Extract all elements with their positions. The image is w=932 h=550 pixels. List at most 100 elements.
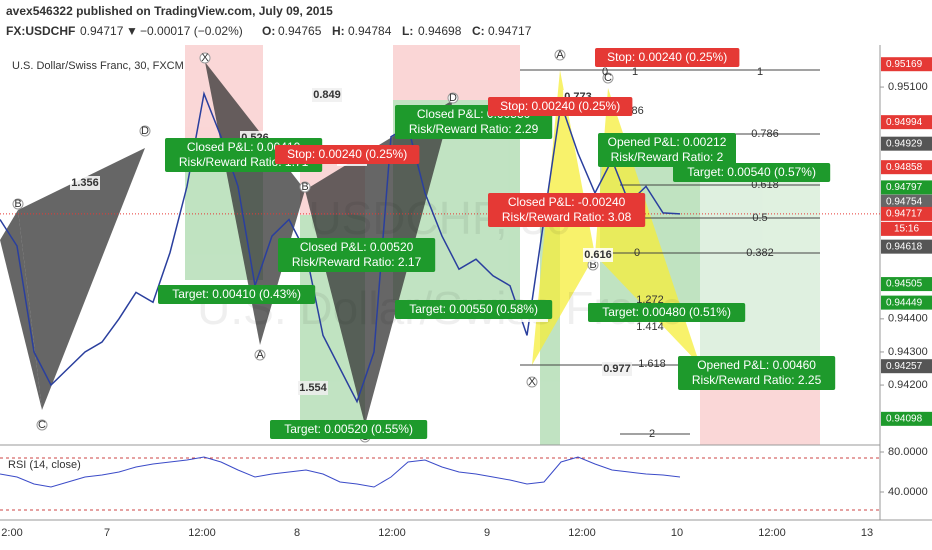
- countdown: 15:16: [894, 224, 919, 235]
- x-tick-label: 12:00: [758, 527, 786, 539]
- price-label-box: [881, 411, 932, 426]
- price-label: 0.94754: [886, 196, 923, 207]
- pattern-label: C: [604, 72, 612, 84]
- pattern-label: B: [589, 259, 596, 271]
- price-label-box: [881, 206, 932, 221]
- ratio-label: 1.356: [71, 177, 99, 189]
- annotation-text: Closed P&L: 0.00520: [300, 240, 414, 254]
- ratio-box: [70, 176, 100, 190]
- pattern-point: [199, 52, 211, 64]
- price-line: [0, 90, 681, 404]
- rsi-line: [0, 456, 681, 488]
- annotation-text: Target: 0.00550 (0.58%): [409, 302, 538, 316]
- price-label: 0.94929: [886, 138, 923, 149]
- x-tick-label: 12:00: [568, 527, 596, 539]
- pattern-point: [36, 419, 48, 431]
- annotation-text: Stop: 0.00240 (0.25%): [500, 99, 620, 113]
- fib-label: 1.618: [638, 358, 666, 370]
- price-label-box: [881, 180, 932, 195]
- y-tick-label: 0.94200: [888, 379, 928, 391]
- annotation-text: Target: 0.00520 (0.55%): [284, 422, 413, 436]
- annotation-box: [678, 356, 836, 390]
- price-label: 0.94717: [886, 209, 923, 220]
- pattern-point: [254, 349, 266, 361]
- annotation-text: Risk/Reward Ratio: 2: [611, 150, 724, 164]
- pattern-label: B: [14, 198, 21, 210]
- pattern-point: [12, 198, 24, 210]
- pattern-point: [554, 49, 566, 61]
- fib-label: 0.5: [752, 212, 767, 224]
- annotation-text: Risk/Reward Ratio: 2.25: [692, 373, 822, 387]
- price-label-box: [881, 359, 932, 374]
- price-label: 0.94098: [886, 413, 923, 424]
- ratio-label: 0.616: [584, 249, 612, 261]
- ratio-box: [298, 381, 328, 395]
- ratio-label: 0.849: [313, 89, 341, 101]
- symbol: FX:USDCHF: [6, 24, 75, 38]
- pattern-point: [139, 125, 151, 137]
- pattern-label: X: [528, 376, 536, 388]
- annotation-text: Stop: 0.00240 (0.25%): [287, 147, 407, 161]
- stop-zone: [393, 45, 520, 100]
- price-label: 0.94994: [886, 117, 923, 128]
- ohlc-value: 0.94765: [278, 24, 322, 38]
- pattern-shape: [205, 62, 305, 345]
- ohlc-label: L:: [402, 24, 413, 38]
- change: −0.00017 (−0.02%): [140, 24, 243, 38]
- y-tick-label: 0.94400: [888, 313, 928, 325]
- annotation-text: Closed P&L: 0.00410: [187, 140, 301, 154]
- annotation-text: Target: 0.00480 (0.51%): [602, 305, 731, 319]
- publisher: avex546322 published on TradingView.com,…: [6, 4, 333, 18]
- ratio-box: [583, 248, 613, 262]
- annotation-box: [395, 300, 553, 319]
- price-label-box: [881, 136, 932, 151]
- price-label-box: [881, 295, 932, 310]
- fib-label: 0.786: [751, 128, 779, 140]
- price-label: 0.95169: [886, 59, 923, 70]
- chart-title: U.S. Dollar/Swiss Franc, 30, FXCM: [12, 60, 184, 72]
- pattern-label: B: [301, 181, 308, 193]
- annotation-text: Stop: 0.00240 (0.25%): [607, 50, 727, 64]
- price-label-box: [881, 160, 932, 175]
- pattern-point: [602, 72, 614, 84]
- price-label: 0.94797: [886, 182, 923, 193]
- price-label-box: [881, 239, 932, 254]
- pattern-label: D: [141, 125, 149, 137]
- fib-label: 0.382: [746, 247, 774, 259]
- price-label: 0.94449: [886, 297, 923, 308]
- annotation-box: [158, 285, 316, 304]
- pattern-point: [299, 181, 311, 193]
- annotation-box: [588, 303, 746, 322]
- annotation-box: [673, 163, 831, 182]
- annotation-box: [278, 238, 436, 272]
- fib-label: 1: [757, 66, 763, 78]
- pattern-label: X: [201, 52, 209, 64]
- annotation-text: Closed P&L: -0.00240: [508, 195, 626, 209]
- annotation-text: Opened P&L: 0.00212: [608, 135, 727, 149]
- annotation-box: [598, 133, 736, 167]
- pattern-label: A: [256, 349, 264, 361]
- pattern-label: C: [38, 419, 46, 431]
- annotation-box: [488, 97, 633, 116]
- annotation-text: Opened P&L: 0.00460: [697, 358, 816, 372]
- annotation-text: Target: 0.00410 (0.43%): [172, 287, 301, 301]
- fib-label: 1: [632, 66, 638, 78]
- price-label: 0.94257: [886, 361, 923, 372]
- ratio-label: 1.554: [299, 382, 327, 394]
- price-label: 0.94618: [886, 241, 923, 252]
- pattern-point: [526, 376, 538, 388]
- rsi-tick-label: 80.0000: [888, 446, 928, 458]
- pattern-label: D: [449, 92, 457, 104]
- last-price: 0.94717: [80, 24, 124, 38]
- ohlc-value: 0.94784: [348, 24, 392, 38]
- price-label-box: [881, 277, 932, 292]
- annotation-text: Target: 0.00540 (0.57%): [687, 165, 816, 179]
- price-label-box: [881, 57, 932, 72]
- price-label: 0.94858: [886, 162, 923, 173]
- annotation-text: Risk/Reward Ratio: 2.17: [292, 255, 422, 269]
- countdown-box: [881, 221, 932, 236]
- ratio-label: 0.977: [603, 363, 631, 375]
- annotation-box: [488, 193, 646, 227]
- x-tick-label: 7: [104, 527, 110, 539]
